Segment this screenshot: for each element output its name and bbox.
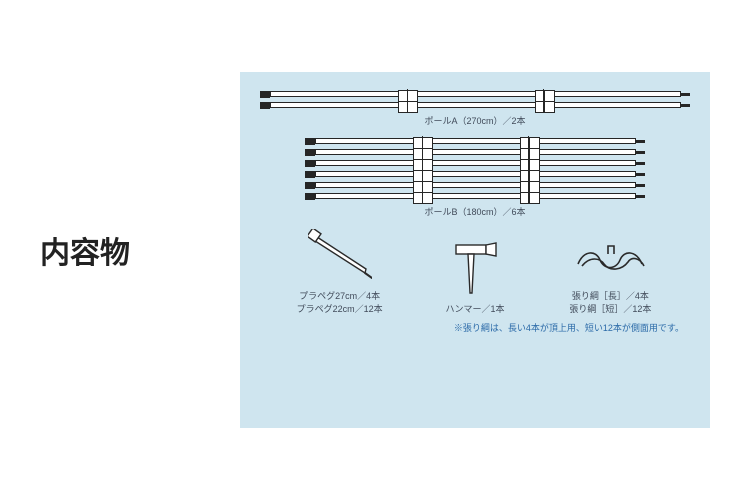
pole-cap-icon <box>305 193 315 200</box>
pole-joint-icon <box>422 181 423 191</box>
item-label-line: 張り綱［長］／4本 <box>569 290 651 303</box>
pole-joint-icon <box>529 159 530 169</box>
pole-joint-icon <box>407 101 408 111</box>
rope-icon <box>570 236 650 276</box>
item-hammer: ハンマー／1本 <box>407 241 542 316</box>
item-labels: 張り綱［長］／4本張り綱［短］／12本 <box>569 290 651 315</box>
pole-tip-icon <box>636 162 645 165</box>
pole-body <box>315 193 636 199</box>
hammer-icon <box>450 241 500 297</box>
item-labels: プラペグ27cm／4本プラペグ22cm／12本 <box>297 290 383 315</box>
pole-joint-icon <box>529 192 530 202</box>
pole-body <box>315 160 636 166</box>
pole-body <box>270 102 681 108</box>
pole-joint-icon <box>422 192 423 202</box>
pole-cap-icon <box>260 102 270 109</box>
pole-cap-icon <box>305 149 315 156</box>
pole-b-label: ポールB（180cm）／6本 <box>252 205 698 218</box>
item-label-line: プラペグ27cm／4本 <box>297 290 383 303</box>
hammer-icon <box>450 241 500 297</box>
pole-body <box>315 138 636 144</box>
pole-body <box>315 171 636 177</box>
pole-joint-icon <box>529 181 530 191</box>
page: 内容物 ポールA（270cm）／2本 ポールB（180cm）／6本 プラペグ27… <box>0 0 750 500</box>
pole-a-pole <box>260 90 690 98</box>
pole-body <box>315 182 636 188</box>
pole-joint-icon <box>407 90 408 100</box>
pole-b-pole <box>305 148 645 156</box>
item-label-line: ハンマー／1本 <box>445 303 504 316</box>
footnote: ※張り綱は、長い4本が頂上用、短い12本が側面用です。 <box>252 321 684 334</box>
pole-body <box>270 91 681 97</box>
pole-a-group <box>260 90 690 109</box>
items-row: プラペグ27cm／4本プラペグ22cm／12本 ハンマー／1本 張り綱［長］／4… <box>252 228 698 315</box>
pole-joint-icon <box>422 159 423 169</box>
pole-tip-icon <box>636 173 645 176</box>
pole-cap-icon <box>305 171 315 178</box>
pole-b-pole <box>305 181 645 189</box>
pole-a-pole <box>260 101 690 109</box>
pole-joint-icon <box>529 170 530 180</box>
contents-panel: ポールA（270cm）／2本 ポールB（180cm）／6本 プラペグ27cm／4… <box>240 72 710 428</box>
pole-b-pole <box>305 192 645 200</box>
pole-joint-icon <box>544 90 545 100</box>
pole-b-pole <box>305 170 645 178</box>
pole-tip-icon <box>636 195 645 198</box>
pole-b-pole <box>305 137 645 145</box>
pole-joint-icon <box>529 137 530 147</box>
rope-icon <box>570 228 650 284</box>
item-label-line: 張り綱［短］／12本 <box>569 303 651 316</box>
pole-body <box>315 149 636 155</box>
pole-joint-icon <box>422 137 423 147</box>
pole-joint-icon <box>422 170 423 180</box>
page-title: 内容物 <box>40 228 130 272</box>
pole-cap-icon <box>260 91 270 98</box>
pole-joint-icon <box>529 148 530 158</box>
pole-cap-icon <box>305 138 315 145</box>
item-label-line: プラペグ22cm／12本 <box>297 303 383 316</box>
pole-cap-icon <box>305 160 315 167</box>
pole-b-pole <box>305 159 645 167</box>
peg-icon <box>308 229 372 283</box>
pole-joint-icon <box>544 101 545 111</box>
pole-tip-icon <box>636 151 645 154</box>
pole-cap-icon <box>305 182 315 189</box>
pole-tip-icon <box>681 93 690 96</box>
item-peg: プラペグ27cm／4本プラペグ22cm／12本 <box>272 228 407 315</box>
pole-tip-icon <box>636 140 645 143</box>
item-rope: 張り綱［長］／4本張り綱［短］／12本 <box>543 228 678 315</box>
pole-b-group <box>305 137 645 200</box>
pole-tip-icon <box>636 184 645 187</box>
item-labels: ハンマー／1本 <box>445 303 504 316</box>
peg-icon <box>308 228 372 284</box>
pole-tip-icon <box>681 104 690 107</box>
pole-joint-icon <box>422 148 423 158</box>
pole-a-label: ポールA（270cm）／2本 <box>252 114 698 127</box>
